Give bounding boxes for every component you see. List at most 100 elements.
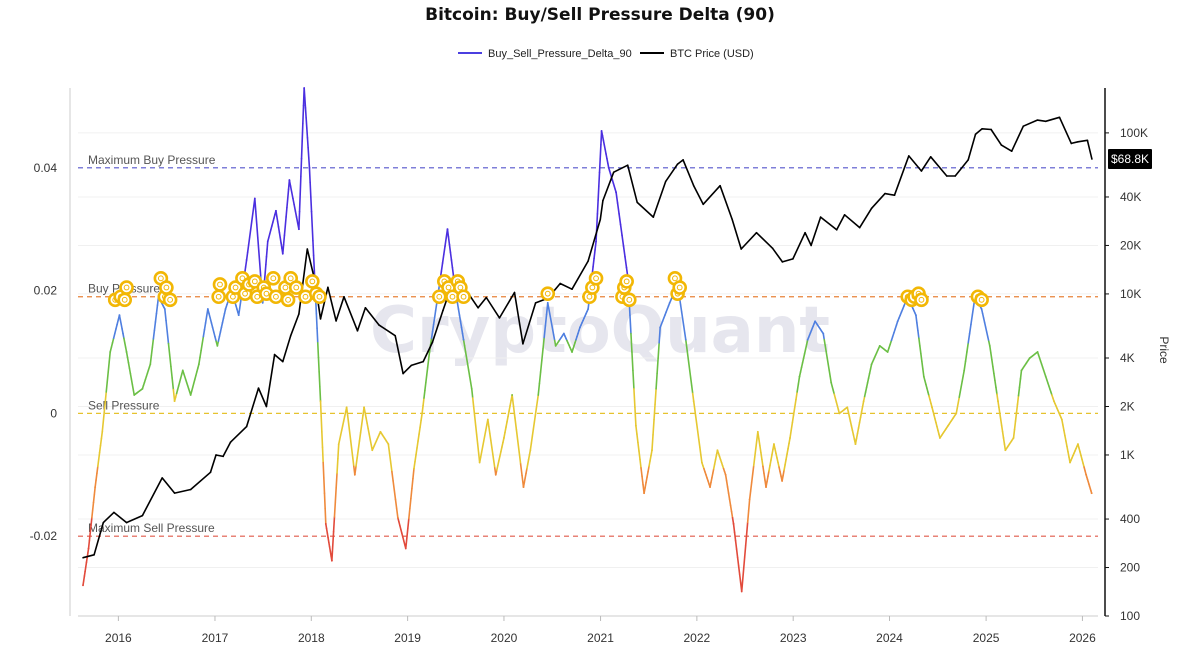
delta-point bbox=[379, 430, 382, 433]
delta-segment bbox=[316, 327, 319, 344]
price-point bbox=[755, 231, 758, 234]
y-right-tick-label: 100 bbox=[1120, 609, 1140, 623]
delta-segment bbox=[254, 197, 257, 213]
delta-point bbox=[125, 351, 128, 353]
price-point bbox=[810, 244, 812, 247]
delta-point bbox=[870, 363, 873, 366]
delta-point bbox=[446, 228, 449, 231]
delta-segment bbox=[631, 351, 634, 372]
delta-segment bbox=[474, 424, 478, 436]
delta-point bbox=[692, 400, 695, 403]
delta-segment bbox=[130, 378, 134, 386]
delta-segment bbox=[363, 406, 366, 414]
delta-segment bbox=[1013, 420, 1017, 431]
price-point bbox=[1022, 125, 1025, 128]
x-tick-label: 2020 bbox=[491, 631, 518, 645]
price-point bbox=[884, 192, 886, 195]
delta-segment bbox=[616, 202, 620, 215]
delta-segment bbox=[300, 140, 303, 160]
price-point bbox=[1044, 120, 1047, 123]
price-point bbox=[356, 330, 359, 332]
delta-point bbox=[709, 486, 711, 488]
y-right-tick-label: 200 bbox=[1120, 561, 1140, 575]
delta-segment bbox=[729, 504, 733, 513]
delta-segment bbox=[441, 253, 445, 264]
delta-segment bbox=[598, 171, 601, 188]
delta-segment bbox=[790, 421, 794, 432]
delta-segment bbox=[967, 332, 971, 344]
delta-segment bbox=[170, 365, 173, 379]
delta-segment bbox=[514, 417, 518, 431]
delta-segment bbox=[858, 416, 862, 424]
delta-point bbox=[404, 547, 407, 550]
delta-point bbox=[337, 443, 340, 445]
delta-segment bbox=[1015, 403, 1019, 414]
delta-segment bbox=[446, 228, 450, 238]
delta-point bbox=[197, 363, 200, 366]
delta-segment bbox=[551, 328, 555, 336]
delta-segment bbox=[491, 453, 495, 462]
delta-segment bbox=[649, 454, 652, 462]
delta-segment bbox=[622, 245, 626, 258]
delta-segment bbox=[93, 486, 96, 496]
delta-segment bbox=[308, 167, 311, 184]
legend-label-delta[interactable]: Buy_Sell_Pressure_Delta_90 bbox=[488, 48, 632, 60]
delta-segment bbox=[255, 223, 259, 239]
delta-point bbox=[109, 351, 112, 353]
price-point bbox=[289, 334, 292, 337]
delta-point bbox=[303, 87, 306, 89]
delta-segment bbox=[319, 385, 322, 402]
delta-segment bbox=[249, 220, 253, 231]
delta-segment bbox=[107, 361, 111, 373]
delta-point bbox=[173, 400, 176, 403]
delta-point bbox=[947, 424, 950, 427]
delta-segment bbox=[419, 419, 422, 429]
delta-segment bbox=[504, 426, 507, 434]
delta-segment bbox=[489, 432, 492, 442]
delta-segment bbox=[257, 249, 261, 265]
price-point bbox=[343, 295, 345, 298]
delta-segment bbox=[416, 440, 419, 449]
delta-segment bbox=[1067, 450, 1070, 458]
delta-segment bbox=[509, 399, 512, 407]
price-point bbox=[1036, 119, 1039, 121]
delta-segment bbox=[1002, 437, 1006, 445]
delta-segment bbox=[151, 338, 155, 349]
delta-segment bbox=[307, 157, 311, 169]
buy-pressure-marker-core bbox=[157, 275, 164, 282]
delta-segment bbox=[106, 371, 110, 383]
delta-segment bbox=[304, 107, 307, 119]
delta-segment bbox=[480, 445, 484, 453]
delta-segment bbox=[1018, 378, 1022, 389]
delta-segment bbox=[366, 422, 369, 430]
delta-segment bbox=[732, 523, 736, 534]
delta-segment bbox=[304, 97, 307, 109]
delta-point bbox=[1036, 351, 1039, 353]
price-point bbox=[335, 320, 337, 322]
delta-segment bbox=[508, 404, 511, 412]
delta-segment bbox=[171, 377, 175, 391]
delta-point bbox=[607, 166, 610, 169]
delta-segment bbox=[491, 446, 494, 455]
delta-segment bbox=[320, 415, 323, 433]
price-point bbox=[636, 201, 639, 204]
delta-segment bbox=[392, 480, 396, 491]
delta-segment bbox=[336, 457, 339, 475]
delta-segment bbox=[365, 417, 368, 425]
delta-point bbox=[470, 387, 473, 390]
delta-segment bbox=[429, 337, 433, 346]
delta-point bbox=[537, 394, 540, 396]
delta-segment bbox=[100, 431, 104, 440]
delta-point bbox=[878, 344, 881, 347]
delta-segment bbox=[963, 360, 967, 372]
legend-label-price[interactable]: BTC Price (USD) bbox=[670, 48, 754, 60]
delta-segment bbox=[469, 381, 473, 390]
delta-segment bbox=[1017, 386, 1021, 397]
price-point bbox=[378, 324, 380, 326]
delta-segment bbox=[653, 403, 656, 421]
delta-segment bbox=[125, 351, 129, 359]
delta-point bbox=[330, 559, 333, 562]
delta-segment bbox=[464, 351, 468, 359]
delta-segment bbox=[413, 460, 416, 470]
delta-point bbox=[503, 437, 505, 439]
